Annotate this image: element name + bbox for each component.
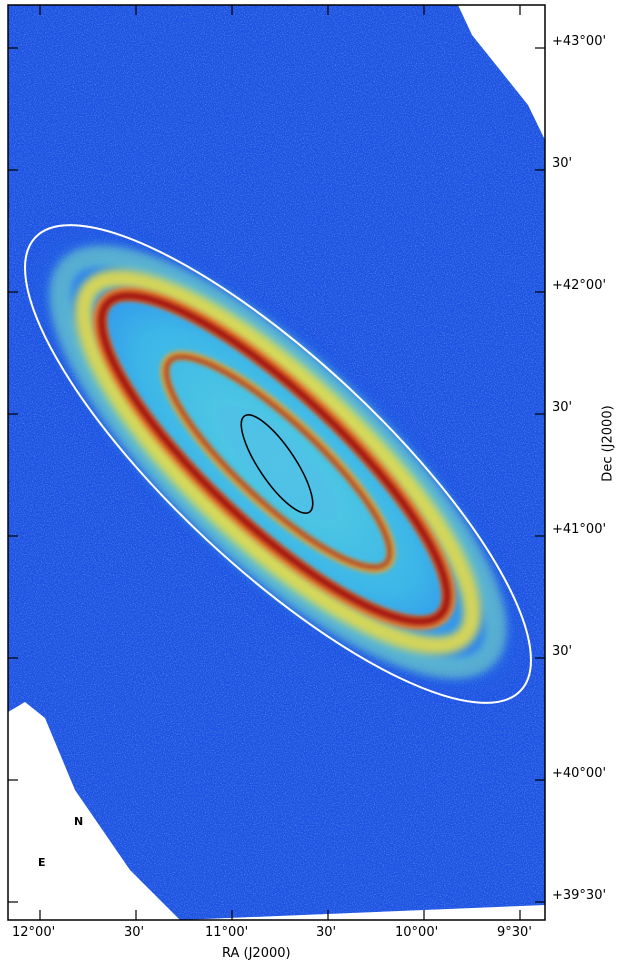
dec-tick-label: 30' [552, 644, 573, 659]
ra-tick-label: 30' [316, 925, 337, 940]
dec-tick-label: 30' [552, 156, 573, 171]
dec-tick-label: +42°00' [552, 278, 607, 293]
plot-frame [7, 4, 546, 921]
compass-east-label: E [38, 856, 46, 869]
compass [43, 824, 85, 867]
outer-ellipse [24, 224, 532, 704]
galaxy [23, 220, 533, 704]
ra-tick-label: 12°00' [12, 925, 56, 940]
compass-north-label: N [74, 815, 84, 828]
dec-tick-label: +43°00' [552, 34, 607, 49]
ra-axis-title: RA (J2000) [222, 946, 291, 961]
dec-tick-label: +40°00' [552, 766, 607, 781]
dec-axis-title: Dec (J2000) [600, 405, 616, 482]
ra-tick-label: 10°00' [395, 925, 439, 940]
ra-tick-label: 30' [124, 925, 145, 940]
ra-tick-label: 9°30' [497, 925, 532, 940]
ra-ticks [39, 5, 521, 920]
dec-ticks [8, 47, 545, 903]
ra-tick-label: 11°00' [205, 925, 249, 940]
dec-tick-label: +41°00' [552, 522, 607, 537]
dec-tick-label: +39°30' [552, 888, 607, 903]
dec-tick-label: 30' [552, 400, 573, 415]
inner-ellipse [240, 414, 314, 514]
